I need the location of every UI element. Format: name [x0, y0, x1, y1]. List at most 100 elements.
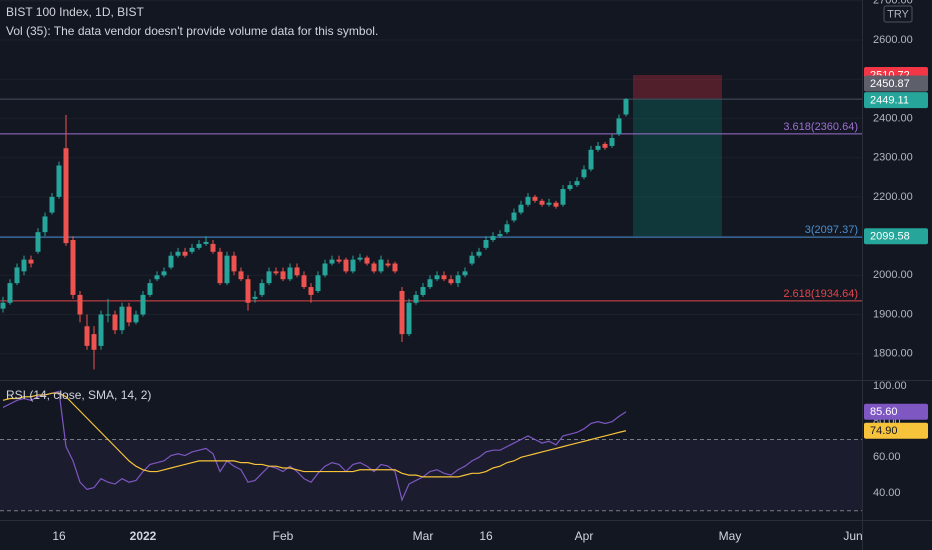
- candle-body: [196, 243, 202, 248]
- candle-body: [231, 255, 237, 272]
- y-tick-label: 1900.00: [873, 308, 913, 320]
- candle-body: [273, 271, 279, 274]
- y-tick-label: 2400.00: [873, 112, 913, 124]
- candle-body: [168, 255, 174, 268]
- candle-body: [217, 251, 223, 284]
- candle-body: [301, 275, 307, 288]
- candle-body: [105, 314, 111, 316]
- y-tick-label: 100.00: [873, 380, 907, 392]
- candle-body: [553, 202, 559, 207]
- candle-body: [399, 290, 405, 335]
- candle-body: [616, 118, 622, 135]
- candle-body: [98, 314, 104, 346]
- chart-title: BIST 100 Index, 1D, BIST: [6, 5, 145, 19]
- plot: 3.618(2360.64) 3(2097.37) 2.618(1934.64): [0, 75, 862, 502]
- candle-body: [609, 138, 615, 146]
- candle-body: [581, 169, 587, 178]
- candle-body: [294, 267, 300, 276]
- candle-body: [161, 271, 167, 276]
- x-tick-label: Mar: [413, 529, 434, 543]
- candle-body: [434, 275, 440, 280]
- rsi-title: RSI (14, close, SMA, 14, 2): [6, 388, 151, 402]
- candle-body: [133, 314, 139, 323]
- candle-body: [525, 196, 531, 205]
- rsi-line: [2, 392, 627, 478]
- chart-subtitle: Vol (35): The data vendor doesn't provid…: [6, 24, 378, 38]
- target-zone: [633, 98, 722, 237]
- candle-body: [21, 259, 27, 272]
- candle-body: [560, 189, 566, 205]
- candle-body: [266, 271, 272, 284]
- candle-body: [532, 196, 538, 201]
- candle-body: [602, 143, 608, 148]
- x-tick-label: Feb: [273, 529, 294, 543]
- candle-body: [595, 145, 601, 150]
- candle-body: [84, 326, 90, 346]
- candle-body: [28, 259, 34, 264]
- candle-body: [511, 212, 517, 221]
- candle-body: [490, 236, 496, 240]
- last-price-badge-box: [864, 92, 928, 109]
- candle-body: [385, 263, 391, 266]
- candle-body: [455, 275, 461, 284]
- entry-badge: 2450.87: [870, 78, 910, 90]
- level-label: 3(2097.37): [805, 224, 858, 236]
- candle-body: [392, 263, 398, 272]
- candle-body: [476, 251, 482, 256]
- candle-body: [574, 181, 580, 186]
- rsi-badge-box: [864, 422, 928, 439]
- candle-body: [406, 302, 412, 335]
- candle-body: [413, 294, 419, 303]
- candle-body: [315, 275, 321, 291]
- candle-body: [189, 247, 195, 252]
- candle-body: [462, 271, 468, 276]
- candle-body: [126, 306, 132, 323]
- candle-body: [441, 275, 447, 280]
- candle-body: [539, 200, 545, 205]
- candle-body: [42, 216, 48, 233]
- candle-body: [287, 267, 293, 280]
- candle-body: [420, 287, 426, 295]
- candle-body: [147, 283, 153, 295]
- candle-body: [210, 243, 216, 252]
- y-tick-label: 2700.00: [873, 0, 913, 7]
- target-badge: 2099.58: [870, 231, 910, 243]
- candle-body: [182, 251, 188, 256]
- candle-body: [224, 255, 230, 284]
- candle-body: [336, 259, 342, 262]
- level-label: 2.618(1934.64): [783, 288, 858, 300]
- currency-box[interactable]: [883, 5, 913, 23]
- candle-body: [357, 257, 363, 260]
- candle-body: [518, 204, 524, 213]
- y-tick-label: 40.00: [873, 487, 901, 499]
- x-tick-label: 16: [479, 529, 493, 543]
- candle-body: [119, 306, 125, 331]
- last-price-badge: 2449.11: [870, 95, 909, 107]
- currency[interactable]: TRY: [887, 8, 909, 20]
- candle-body: [329, 259, 335, 264]
- candle-body: [35, 232, 41, 252]
- candle-body: [546, 202, 552, 205]
- candle-body: [623, 99, 629, 115]
- candle-body: [77, 294, 83, 315]
- candle-body: [0, 302, 6, 309]
- candle-body: [308, 287, 314, 295]
- x-tick-label: 2022: [130, 529, 157, 543]
- candle-body: [483, 240, 489, 248]
- level-label: 3.618(2360.64): [783, 121, 858, 133]
- candle-body: [469, 255, 475, 264]
- candle-body: [238, 271, 244, 280]
- y-tick-label: 2600.00: [873, 34, 913, 46]
- rsi-band: [0, 439, 862, 511]
- y-tick-label: 2300.00: [873, 152, 913, 164]
- candle-body: [245, 279, 251, 303]
- candle-body: [14, 267, 20, 284]
- candle-body: [49, 196, 55, 213]
- x-tick-label: May: [719, 529, 742, 543]
- y-tick-label: 2200.00: [873, 191, 913, 203]
- target-badge-box: [864, 228, 928, 245]
- rsi-badge-box: [864, 403, 928, 420]
- rsi-badge: 85.60: [870, 406, 898, 418]
- candle-body: [140, 294, 146, 315]
